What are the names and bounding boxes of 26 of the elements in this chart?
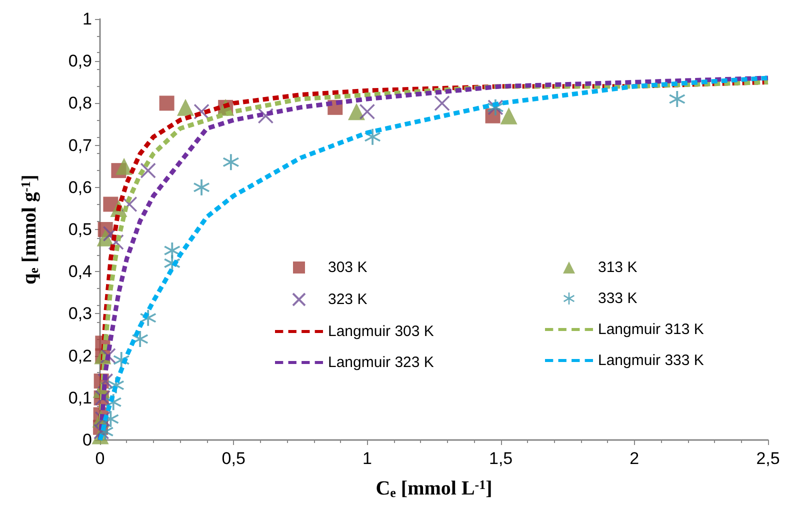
y-tick-label: 0 — [82, 430, 92, 450]
y-tick-label: 1 — [82, 10, 92, 28]
x-tick-label: 0,5 — [222, 449, 246, 468]
legend-label: Langmuir 303 K — [328, 323, 434, 340]
y-tick-label: 0,1 — [68, 388, 92, 408]
y-tick-label: 0,8 — [68, 94, 92, 113]
y-tick-label: 0,9 — [68, 52, 92, 71]
y-tick-label: 0,5 — [68, 220, 92, 239]
y-tick-label: 0,7 — [68, 136, 92, 155]
y-tick-label: 0,4 — [68, 262, 92, 282]
y-tick-label: 0,6 — [68, 178, 92, 197]
x-tick-label: 1 — [362, 449, 372, 468]
legend-label: Langmuir 333 K — [598, 352, 704, 369]
legend-label: Langmuir 323 K — [328, 354, 434, 371]
legend-label: 323 K — [328, 291, 368, 308]
legend-label: 333 K — [598, 290, 638, 307]
x-tick-label: 2 — [630, 449, 640, 468]
x-tick-label: 2,5 — [756, 449, 780, 468]
y-tick-label: 0,2 — [68, 346, 92, 366]
legend-label: 313 K — [598, 259, 638, 276]
legend-label: 303 K — [328, 259, 368, 276]
y-tick-label: 0,3 — [68, 304, 92, 324]
x-tick-label: 1,5 — [488, 449, 513, 468]
legend-label: Langmuir 313 K — [598, 321, 704, 338]
y-axis-title: qe [mmol g-1] — [18, 174, 41, 284]
x-tick-label: 0 — [95, 449, 105, 468]
